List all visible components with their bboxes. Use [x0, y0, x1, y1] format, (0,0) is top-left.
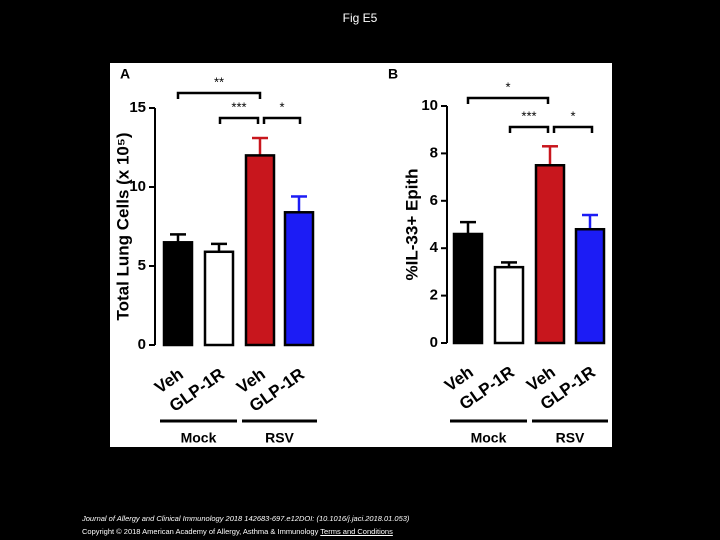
bar [283, 211, 315, 347]
bar [574, 227, 606, 345]
group-label: RSV [265, 430, 294, 446]
y-tick-label: 10 [421, 97, 438, 114]
y-tick-label: 4 [430, 239, 439, 256]
citation: Journal of Allergy and Clinical Immunolo… [82, 514, 409, 523]
y-tick-label: 10 [129, 178, 146, 195]
significance-label: * [505, 79, 510, 94]
y-tick-label: 0 [138, 336, 146, 353]
significance-label: * [279, 99, 284, 114]
bar [203, 250, 235, 347]
panel-label: A [120, 66, 130, 82]
panel-label: B [388, 66, 398, 82]
significance-bracket [218, 116, 260, 124]
terms-link[interactable]: Terms and Conditions [320, 527, 393, 536]
significance-bracket [262, 116, 302, 124]
bar [534, 164, 566, 345]
y-axis-label: %IL-33+ Epith [402, 169, 421, 281]
significance-label: *** [521, 108, 536, 123]
y-axis-label: Total Lung Cells (x 10⁵) [113, 132, 132, 320]
significance-label: * [570, 108, 575, 123]
y-tick-label: 5 [138, 257, 146, 274]
copyright-text: Copyright © 2018 American Academy of All… [82, 527, 319, 536]
bar [452, 232, 484, 345]
bar [162, 241, 194, 347]
y-tick-label: 8 [430, 144, 438, 161]
y-tick-label: 0 [430, 334, 438, 351]
group-label: Mock [181, 430, 217, 446]
bar [244, 154, 276, 347]
significance-bracket [176, 91, 262, 99]
y-tick-label: 15 [129, 99, 146, 116]
significance-label: *** [231, 99, 246, 114]
citation-text: Journal of Allergy and Clinical Immunolo… [82, 514, 410, 523]
significance-bracket [466, 96, 550, 104]
significance-bracket [552, 125, 594, 133]
y-tick-label: 6 [430, 192, 438, 209]
y-tick-label: 2 [430, 287, 438, 304]
group-label: RSV [556, 430, 585, 446]
copyright: Copyright © 2018 American Academy of All… [82, 527, 393, 536]
group-label: Mock [471, 430, 507, 446]
significance-label: ** [214, 74, 224, 89]
bar [493, 265, 525, 345]
significance-bracket [508, 125, 550, 133]
slide-title: Fig E5 [343, 11, 378, 25]
